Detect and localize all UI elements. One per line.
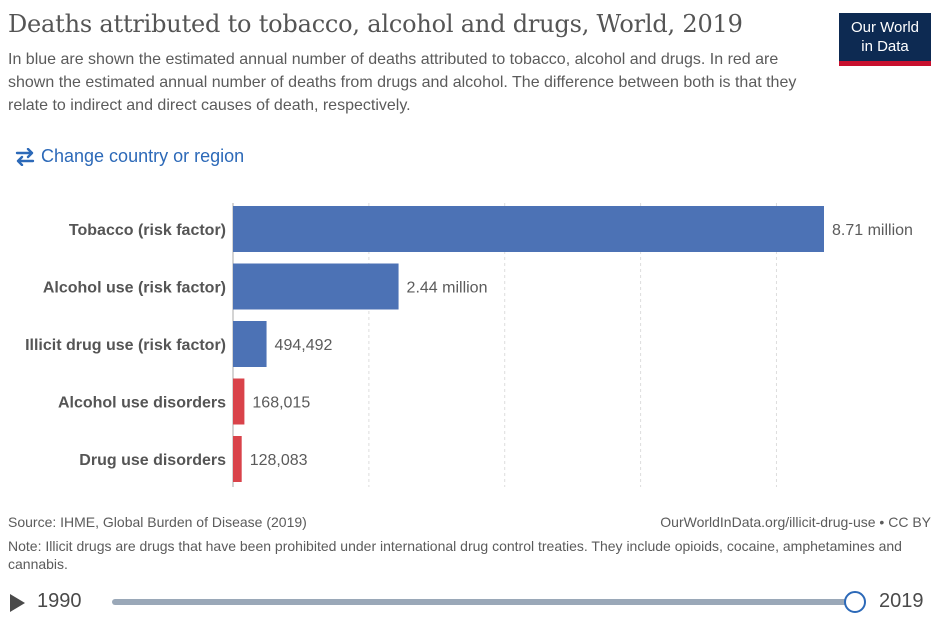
- chart-subtitle: In blue are shown the estimated annual n…: [8, 51, 797, 114]
- play-icon[interactable]: [10, 594, 25, 612]
- timeline: 1990 2019: [0, 586, 939, 618]
- bar[interactable]: [233, 378, 245, 425]
- bar[interactable]: [233, 436, 242, 482]
- timeline-handle[interactable]: [844, 591, 866, 613]
- footnote-text: Note: Illicit drugs are drugs that have …: [8, 538, 902, 572]
- value-label: 168,015: [252, 395, 310, 412]
- change-country-button[interactable]: Change country or region: [14, 146, 244, 167]
- category-label: Tobacco (risk factor): [69, 222, 226, 239]
- timeline-start-year: 1990: [37, 590, 82, 612]
- value-label: 494,492: [275, 337, 333, 354]
- category-label: Drug use disorders: [79, 452, 226, 469]
- bar-chart-svg: Tobacco (risk factor) 8.71 million Alcohol…: [25, 203, 913, 487]
- value-label: 128,083: [250, 452, 308, 469]
- category-label: Illicit drug use (risk factor): [25, 337, 226, 354]
- source-url-link[interactable]: OurWorldInData.org/illicit-drug-use • CC…: [660, 514, 931, 530]
- change-country-label: Change country or region: [41, 146, 245, 166]
- owid-logo[interactable]: Our World in Data: [839, 13, 931, 66]
- category-label: Alcohol use (risk factor): [43, 280, 226, 297]
- category-label: Alcohol use disorders: [58, 395, 226, 412]
- swap-arrows-icon: [15, 147, 35, 166]
- bar[interactable]: [233, 263, 399, 310]
- value-label: 8.71 million: [832, 222, 913, 239]
- logo-line-1: Our World: [850, 19, 920, 36]
- source-text: Source: IHME, Global Burden of Disease (…: [8, 514, 307, 530]
- value-label: 2.44 million: [407, 280, 488, 297]
- bar[interactable]: [233, 321, 267, 367]
- bar-chart: Tobacco (risk factor) 8.71 million Alcohol…: [0, 195, 939, 495]
- timeline-end-year: 2019: [879, 590, 924, 612]
- bar[interactable]: [233, 206, 824, 252]
- logo-line-2: in Data: [861, 38, 909, 55]
- timeline-track[interactable]: [112, 599, 854, 605]
- chart-title: Deaths attributed to tobacco, alcohol an…: [8, 10, 743, 38]
